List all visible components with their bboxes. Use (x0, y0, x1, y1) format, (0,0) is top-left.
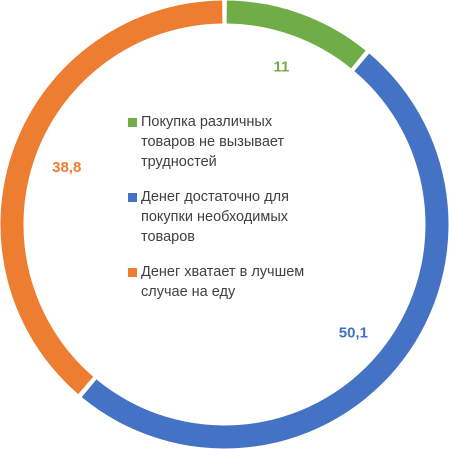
legend-label-1: Денег достаточно для покупки необходимых… (141, 189, 289, 245)
legend-swatch-2 (128, 268, 137, 277)
data-labels: 11 50,1 38,8 (52, 58, 368, 341)
legend-label-0: Покупка различных товаров не вызывает тр… (141, 114, 285, 170)
data-label-slice-0: 11 (274, 58, 290, 75)
legend-swatch-0 (128, 118, 137, 127)
data-label-slice-1: 50,1 (339, 324, 368, 341)
donut-slice-2 (0, 0, 223, 395)
donut-slice-0 (226, 0, 366, 69)
legend-item-1: Денег достаточно для покупки необходимых… (128, 187, 328, 247)
legend-label-2: Денег хватает в лучшем случае на еду (141, 264, 305, 300)
data-label-slice-2: 38,8 (52, 159, 81, 176)
legend-swatch-1 (128, 193, 137, 202)
legend-item-2: Денег хватает в лучшем случае на еду (128, 262, 328, 302)
legend-item-0: Покупка различных товаров не вызывает тр… (128, 112, 328, 172)
donut-slice-1 (81, 53, 449, 449)
legend: Покупка различных товаров не вызывает тр… (128, 112, 328, 317)
